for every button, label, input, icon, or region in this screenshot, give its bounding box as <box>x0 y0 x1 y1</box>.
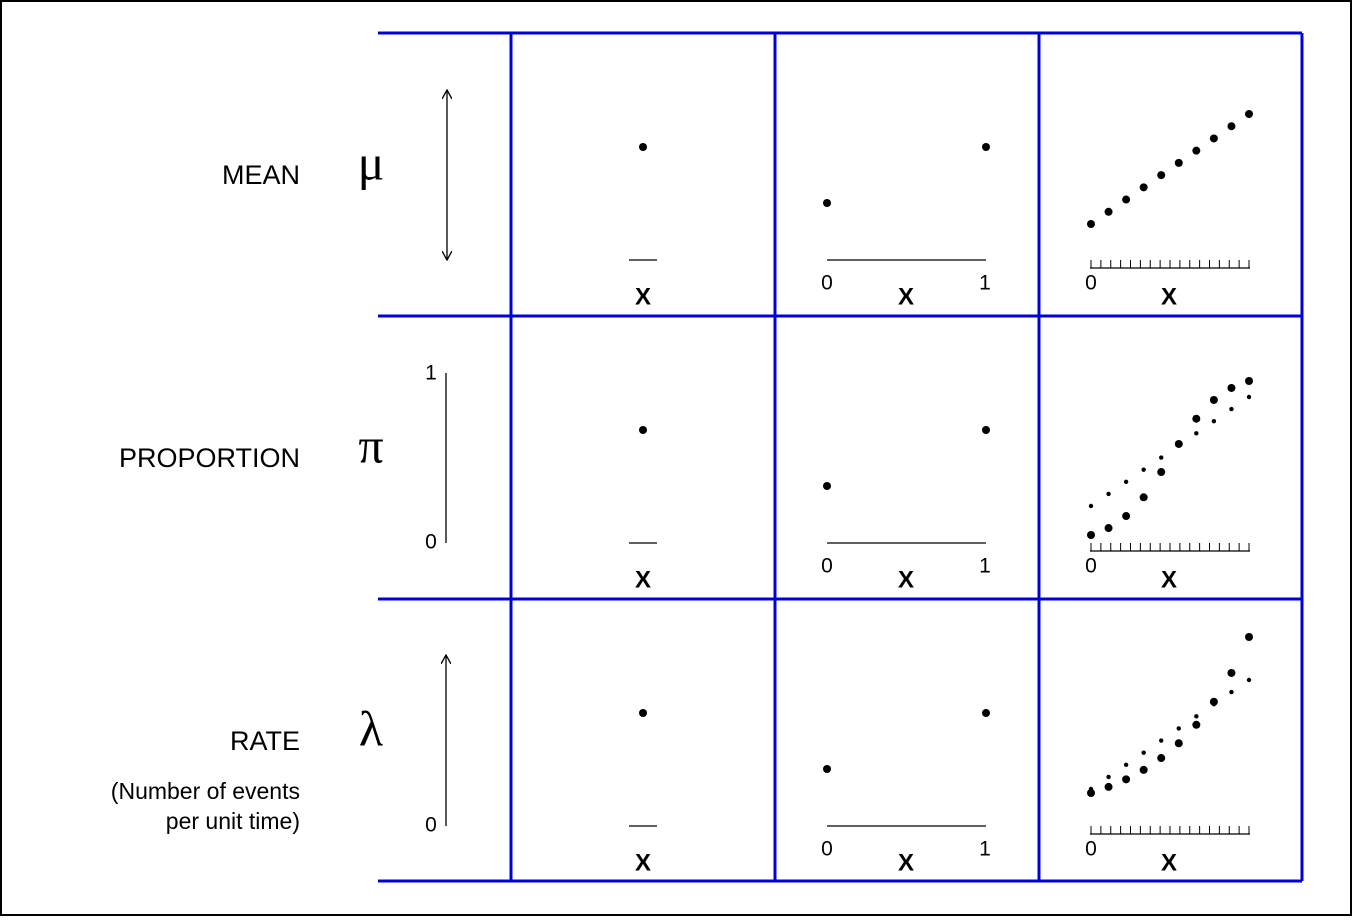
dot <box>1141 467 1146 472</box>
axis-label: 0 <box>425 531 437 554</box>
x-label: X <box>1161 849 1177 876</box>
dot <box>1106 491 1111 497</box>
dot <box>1211 419 1217 424</box>
x-label: X <box>635 566 651 593</box>
dot <box>1139 765 1148 774</box>
x-label: X <box>898 849 914 876</box>
dot <box>1139 493 1148 502</box>
dot <box>1157 754 1166 763</box>
row-label: PROPORTION <box>119 443 300 473</box>
x-tick: 0 <box>821 838 833 861</box>
dot <box>1229 689 1234 695</box>
dot <box>982 709 990 717</box>
dot <box>1088 786 1094 792</box>
dot <box>1176 726 1181 731</box>
x-tick: 0 <box>821 555 833 578</box>
dot <box>1227 668 1236 677</box>
dot <box>1159 738 1164 743</box>
dot <box>1176 443 1181 448</box>
dot <box>1174 739 1183 748</box>
dot <box>1157 171 1166 180</box>
dot <box>1122 512 1131 521</box>
dot <box>1104 524 1113 533</box>
dot <box>1087 531 1095 539</box>
dot <box>823 482 831 490</box>
dot <box>1104 782 1113 791</box>
dot <box>1157 468 1166 477</box>
dot <box>1194 431 1199 436</box>
dot <box>1227 383 1236 392</box>
dot <box>1209 395 1218 404</box>
dot <box>1123 762 1129 767</box>
axis-label: 0 <box>425 814 437 837</box>
x-tick: 1 <box>979 838 991 861</box>
dot <box>1245 633 1253 641</box>
dot <box>1087 789 1095 797</box>
dot <box>1141 750 1146 755</box>
dot <box>1192 414 1201 423</box>
x-tick: 0 <box>1085 555 1097 578</box>
row-label: RATE <box>230 726 300 756</box>
dot <box>1246 677 1252 683</box>
dot <box>1122 195 1131 204</box>
dot <box>982 426 990 434</box>
dot <box>1227 122 1236 131</box>
x-tick: 0 <box>1085 272 1097 295</box>
x-tick: 0 <box>1085 838 1097 861</box>
dot <box>1229 406 1234 412</box>
dot <box>823 199 831 207</box>
row-symbol: π <box>358 417 383 473</box>
x-tick: 1 <box>979 555 991 578</box>
row-note: per unit time) <box>166 808 300 834</box>
dot <box>1192 146 1201 155</box>
row-symbol: μ <box>358 134 385 190</box>
dot <box>1159 455 1164 460</box>
dot <box>1245 110 1253 118</box>
row-note: (Number of events <box>111 778 300 804</box>
x-label: X <box>635 849 651 876</box>
dot <box>639 426 647 434</box>
dot <box>1087 220 1095 228</box>
x-label: X <box>898 283 914 310</box>
dot <box>1174 158 1183 167</box>
dot <box>1246 394 1252 400</box>
x-label: X <box>1161 566 1177 593</box>
dot <box>1123 479 1129 484</box>
x-label: X <box>898 566 914 593</box>
x-label: X <box>635 283 651 310</box>
dot <box>1088 503 1094 509</box>
grid <box>378 31 1304 883</box>
dot <box>1211 702 1217 707</box>
dot <box>1194 714 1199 719</box>
dot <box>1209 134 1218 143</box>
dot <box>1122 775 1131 784</box>
dot <box>982 143 990 151</box>
row-symbol: λ <box>359 700 383 756</box>
dot <box>823 765 831 773</box>
dot <box>1139 183 1148 192</box>
x-label: X <box>1161 283 1177 310</box>
dot <box>639 709 647 717</box>
dot <box>1104 207 1113 216</box>
dot <box>1106 774 1111 780</box>
dot <box>1245 377 1253 385</box>
x-tick: 0 <box>821 272 833 295</box>
dot <box>639 143 647 151</box>
axis-label: 1 <box>425 362 437 385</box>
row-label: MEAN <box>222 160 300 190</box>
x-tick: 1 <box>979 272 991 295</box>
dot <box>1192 720 1201 729</box>
